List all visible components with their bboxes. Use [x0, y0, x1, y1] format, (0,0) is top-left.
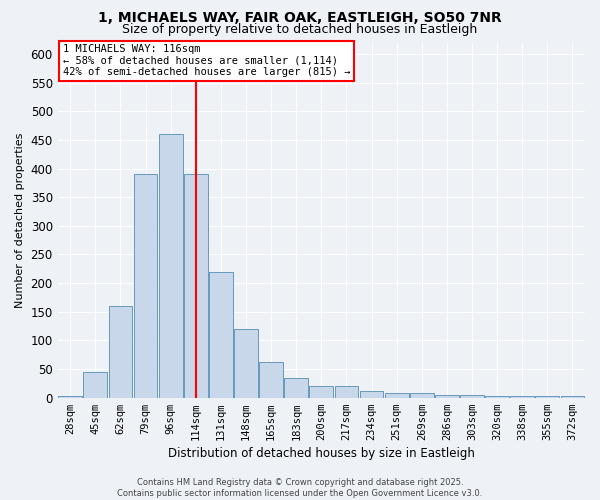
Bar [535, 396, 559, 398]
Bar [435, 396, 459, 398]
Bar [284, 378, 308, 398]
Text: Size of property relative to detached houses in Eastleigh: Size of property relative to detached ho… [122, 22, 478, 36]
Text: 1, MICHAELS WAY, FAIR OAK, EASTLEIGH, SO50 7NR: 1, MICHAELS WAY, FAIR OAK, EASTLEIGH, SO… [98, 12, 502, 26]
Bar [134, 174, 157, 398]
Bar [359, 391, 383, 398]
Bar [58, 396, 82, 398]
Bar [259, 362, 283, 398]
Y-axis label: Number of detached properties: Number of detached properties [15, 132, 25, 308]
Bar [335, 386, 358, 398]
Bar [109, 306, 133, 398]
Bar [83, 372, 107, 398]
Bar [460, 396, 484, 398]
Bar [234, 329, 258, 398]
Bar [310, 386, 333, 398]
Bar [485, 396, 509, 398]
Bar [510, 396, 534, 398]
Text: Contains HM Land Registry data © Crown copyright and database right 2025.
Contai: Contains HM Land Registry data © Crown c… [118, 478, 482, 498]
Bar [159, 134, 182, 398]
Text: 1 MICHAELS WAY: 116sqm
← 58% of detached houses are smaller (1,114)
42% of semi-: 1 MICHAELS WAY: 116sqm ← 58% of detached… [63, 44, 350, 78]
Bar [560, 396, 584, 398]
Bar [209, 272, 233, 398]
Bar [410, 393, 434, 398]
Bar [385, 393, 409, 398]
Bar [184, 174, 208, 398]
X-axis label: Distribution of detached houses by size in Eastleigh: Distribution of detached houses by size … [168, 447, 475, 460]
